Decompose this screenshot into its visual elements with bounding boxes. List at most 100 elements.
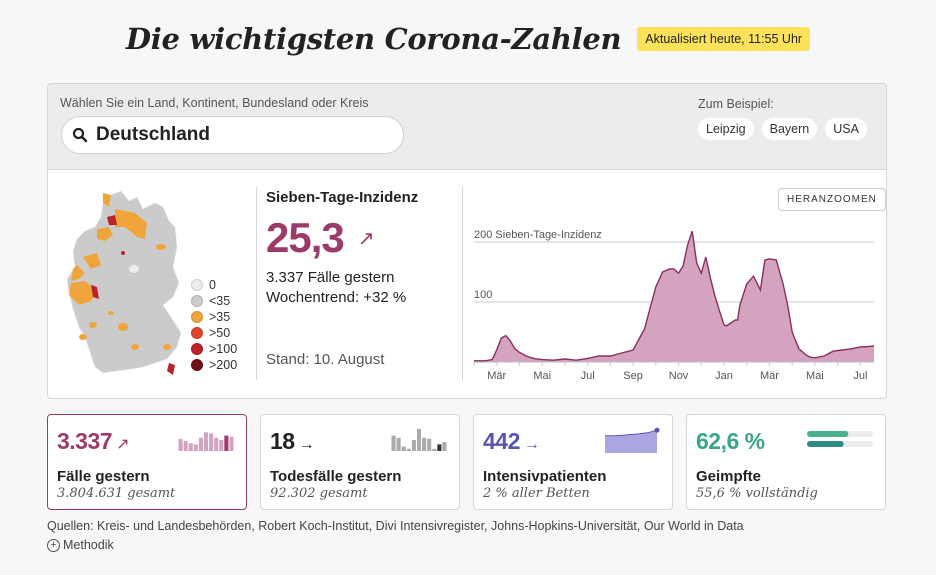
spark-bar (432, 448, 437, 451)
legend-dot (191, 311, 203, 323)
legend-label: >200 (209, 358, 238, 372)
legend-label: 0 (209, 278, 216, 292)
germany-map[interactable] (63, 187, 193, 382)
legend-dot (191, 279, 203, 291)
y-tick-label: 200 Sieben-Tage-Inzidenz (474, 229, 602, 241)
spark-bar (209, 433, 214, 451)
spark-bar (401, 446, 406, 451)
summary-cards: 3.337 ↗ Fälle gestern 3.804.631 gesamt 18… (47, 414, 886, 510)
legend-item: >100 (191, 341, 237, 357)
arrow-right-icon: → (523, 436, 540, 453)
spark-bar (442, 442, 447, 451)
methodik-link[interactable]: + Methodik (47, 538, 114, 552)
cases-yesterday: 3.337 Fälle gestern (266, 269, 395, 286)
legend-item: >35 (191, 309, 237, 325)
arrow-up-right-icon: ↗ (116, 436, 129, 453)
x-tick-label: Mai (533, 370, 551, 382)
x-tick-label: Mär (487, 370, 506, 382)
zoom-in-button[interactable]: HERANZOOMEN (778, 188, 886, 211)
incidence-chart[interactable]: 100 200 Sieben-Tage-Inzidenz Mär Mai Jul Sep N… (468, 214, 878, 394)
spark-bar (224, 435, 229, 451)
card-value: 18 → (270, 428, 315, 454)
spark-bar (198, 437, 203, 451)
deaths-sparkline (391, 429, 447, 451)
main-panel: Wählen Sie ein Land, Kontinent, Bundesla… (47, 83, 887, 399)
legend-item: <35 (191, 293, 237, 309)
examples-label: Zum Beispiel: (698, 97, 774, 111)
legend-dot (191, 295, 203, 307)
card-cases[interactable]: 3.337 ↗ Fälle gestern 3.804.631 gesamt (47, 414, 247, 510)
vaccination-bars (807, 431, 873, 447)
example-chip-usa[interactable]: USA (825, 118, 867, 140)
header: Die wichtigsten Corona-Zahlen Aktualisie… (0, 22, 936, 56)
updated-badge: Aktualisiert heute, 11:55 Uhr (637, 27, 811, 51)
hotspots (69, 193, 171, 350)
legend-dot (191, 359, 203, 371)
spark-bar (427, 438, 432, 451)
y-tick-label: 100 (474, 289, 492, 301)
spark-bar (188, 443, 193, 451)
page-title: Die wichtigsten Corona-Zahlen (125, 22, 622, 56)
sources: Quellen: Kreis- und Landesbehörden, Robe… (47, 519, 744, 533)
card-label: Geimpfte (696, 468, 762, 485)
incidence-title: Sieben-Tage-Inzidenz (266, 189, 419, 206)
bar-fill (807, 431, 849, 437)
legend-label: >50 (209, 326, 231, 340)
spark-bar (422, 437, 427, 451)
spark-area (605, 430, 657, 453)
arrow-right-icon: → (298, 436, 315, 453)
data-date: Stand: 10. August (266, 351, 385, 368)
legend-dot (191, 327, 203, 339)
legend-item: 0 (191, 277, 237, 293)
search-box[interactable] (61, 116, 404, 154)
card-value: 3.337 ↗ (57, 428, 129, 454)
map-legend: 0 <35 >35 >50 >100 >200 (191, 277, 237, 373)
weekly-trend: Wochentrend: +32 % (266, 289, 407, 306)
card-label: Fälle gestern (57, 468, 150, 485)
divider (256, 187, 257, 380)
spark-line (605, 429, 658, 437)
incidence-panel: Sieben-Tage-Inzidenz 25,3 ↗ 3.337 Fälle … (266, 189, 456, 368)
icu-sparkline (605, 427, 660, 453)
example-chip-leipzig[interactable]: Leipzig (698, 118, 754, 140)
methodik-label: Methodik (63, 538, 114, 552)
card-vaccinated[interactable]: 62,6 % Geimpfte 55,6 % vollständig (686, 414, 886, 510)
x-tick-label: Jul (853, 370, 867, 382)
arrow-up-right-icon: ↗ (357, 227, 375, 250)
legend-label: >35 (209, 310, 231, 324)
example-chips: Leipzig Bayern USA (698, 118, 867, 140)
spark-bar (193, 444, 198, 451)
spark-bar (416, 429, 422, 451)
spark-bar (203, 432, 209, 451)
cases-sparkline (178, 432, 234, 451)
spark-bar (411, 440, 416, 451)
x-tick-label: Jul (581, 370, 595, 382)
divider (462, 187, 463, 380)
spark-bar (229, 436, 234, 451)
spark-bar (396, 437, 401, 451)
card-sub: 92.302 gesamt (270, 486, 368, 501)
hotspots-red (91, 215, 175, 375)
example-chip-bayern[interactable]: Bayern (761, 118, 818, 140)
search-label: Wählen Sie ein Land, Kontinent, Bundesla… (60, 96, 369, 110)
card-label: Todesfälle gestern (270, 468, 402, 485)
legend-dot (191, 343, 203, 355)
card-deaths[interactable]: 18 → Todesfälle gestern 92.302 gesamt (260, 414, 460, 510)
search-icon (72, 127, 88, 143)
x-tick-label: Jan (715, 370, 733, 382)
incidence-line (474, 230, 875, 362)
search-input[interactable] (96, 124, 376, 146)
spark-bar (437, 444, 442, 451)
card-icu[interactable]: 442 → Intensivpatienten 2 % aller Betten (473, 414, 673, 510)
card-label: Intensivpatienten (483, 468, 607, 485)
legend-item: >50 (191, 325, 237, 341)
spark-bar (178, 438, 183, 451)
card-value: 442 → (483, 428, 540, 454)
x-tick-label: Mär (760, 370, 779, 382)
spark-bar (214, 437, 219, 451)
card-sub: 3.804.631 gesamt (57, 486, 176, 501)
spark-bar (183, 441, 188, 451)
spark-bar (391, 435, 396, 451)
spark-bar (219, 440, 224, 451)
spark-dot (654, 427, 660, 433)
